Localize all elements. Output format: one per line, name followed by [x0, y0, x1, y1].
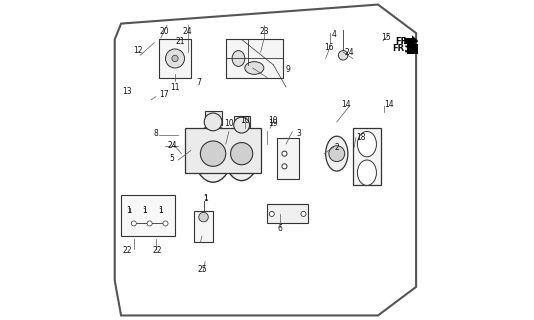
- Circle shape: [131, 221, 136, 226]
- Circle shape: [282, 151, 287, 156]
- Text: 9: 9: [285, 65, 290, 74]
- Text: 19: 19: [269, 119, 278, 128]
- Text: 24: 24: [344, 48, 354, 57]
- Circle shape: [166, 49, 185, 68]
- Text: 18: 18: [356, 133, 365, 142]
- Text: 17: 17: [159, 91, 169, 100]
- Polygon shape: [412, 35, 418, 47]
- Text: 11: 11: [170, 83, 180, 92]
- Circle shape: [234, 117, 249, 133]
- Circle shape: [147, 221, 152, 226]
- Ellipse shape: [232, 51, 245, 67]
- Bar: [121, 195, 175, 236]
- Text: 4: 4: [331, 30, 336, 39]
- Text: 14: 14: [384, 100, 394, 109]
- Bar: [234, 116, 249, 128]
- Text: 20: 20: [159, 27, 169, 36]
- Text: FR.: FR.: [392, 44, 408, 53]
- Circle shape: [163, 221, 168, 226]
- Text: 1: 1: [203, 194, 208, 203]
- Text: FR.: FR.: [396, 36, 411, 45]
- Ellipse shape: [194, 125, 232, 182]
- Circle shape: [199, 212, 208, 222]
- Polygon shape: [405, 38, 413, 44]
- Circle shape: [231, 142, 253, 165]
- Text: 1: 1: [159, 206, 163, 215]
- Text: 12: 12: [133, 46, 143, 55]
- Bar: [159, 39, 191, 77]
- Text: 1: 1: [127, 206, 131, 215]
- Text: 10: 10: [224, 119, 234, 128]
- Ellipse shape: [245, 62, 264, 74]
- Ellipse shape: [357, 160, 376, 185]
- Circle shape: [172, 55, 178, 62]
- Ellipse shape: [357, 132, 376, 157]
- Bar: [205, 111, 222, 125]
- Text: 1: 1: [203, 195, 207, 201]
- Text: 1: 1: [143, 206, 147, 215]
- Text: 7: 7: [197, 78, 201, 87]
- Text: 14: 14: [342, 100, 351, 109]
- Text: 22: 22: [153, 246, 162, 255]
- Bar: [185, 128, 261, 173]
- Bar: [226, 39, 283, 77]
- Text: 5: 5: [169, 154, 174, 163]
- Text: 25: 25: [197, 265, 207, 274]
- Text: 6: 6: [277, 224, 282, 233]
- Text: 22: 22: [123, 246, 132, 255]
- Text: 15: 15: [381, 33, 391, 42]
- Text: 24: 24: [167, 141, 177, 150]
- Text: 3: 3: [296, 129, 301, 138]
- Text: 1: 1: [143, 208, 147, 214]
- Text: 1: 1: [159, 208, 163, 214]
- Text: 2: 2: [334, 143, 339, 152]
- Ellipse shape: [224, 127, 259, 180]
- Text: 10: 10: [269, 116, 278, 125]
- Circle shape: [204, 113, 222, 131]
- Circle shape: [301, 212, 306, 216]
- Text: 8: 8: [154, 129, 159, 138]
- Text: 13: 13: [122, 87, 131, 96]
- Bar: [277, 138, 299, 179]
- Bar: [194, 211, 213, 243]
- Text: 1: 1: [127, 208, 131, 214]
- Text: 21: 21: [175, 36, 185, 45]
- Ellipse shape: [326, 136, 348, 171]
- Polygon shape: [267, 204, 308, 223]
- Circle shape: [269, 212, 274, 216]
- Text: 24: 24: [183, 27, 192, 36]
- Text: 16: 16: [324, 43, 334, 52]
- Bar: [352, 128, 381, 185]
- Circle shape: [282, 164, 287, 169]
- Circle shape: [329, 146, 345, 162]
- Text: 23: 23: [259, 27, 269, 36]
- Circle shape: [200, 141, 226, 166]
- Polygon shape: [406, 44, 418, 54]
- Circle shape: [339, 51, 348, 60]
- Text: 10: 10: [240, 116, 249, 125]
